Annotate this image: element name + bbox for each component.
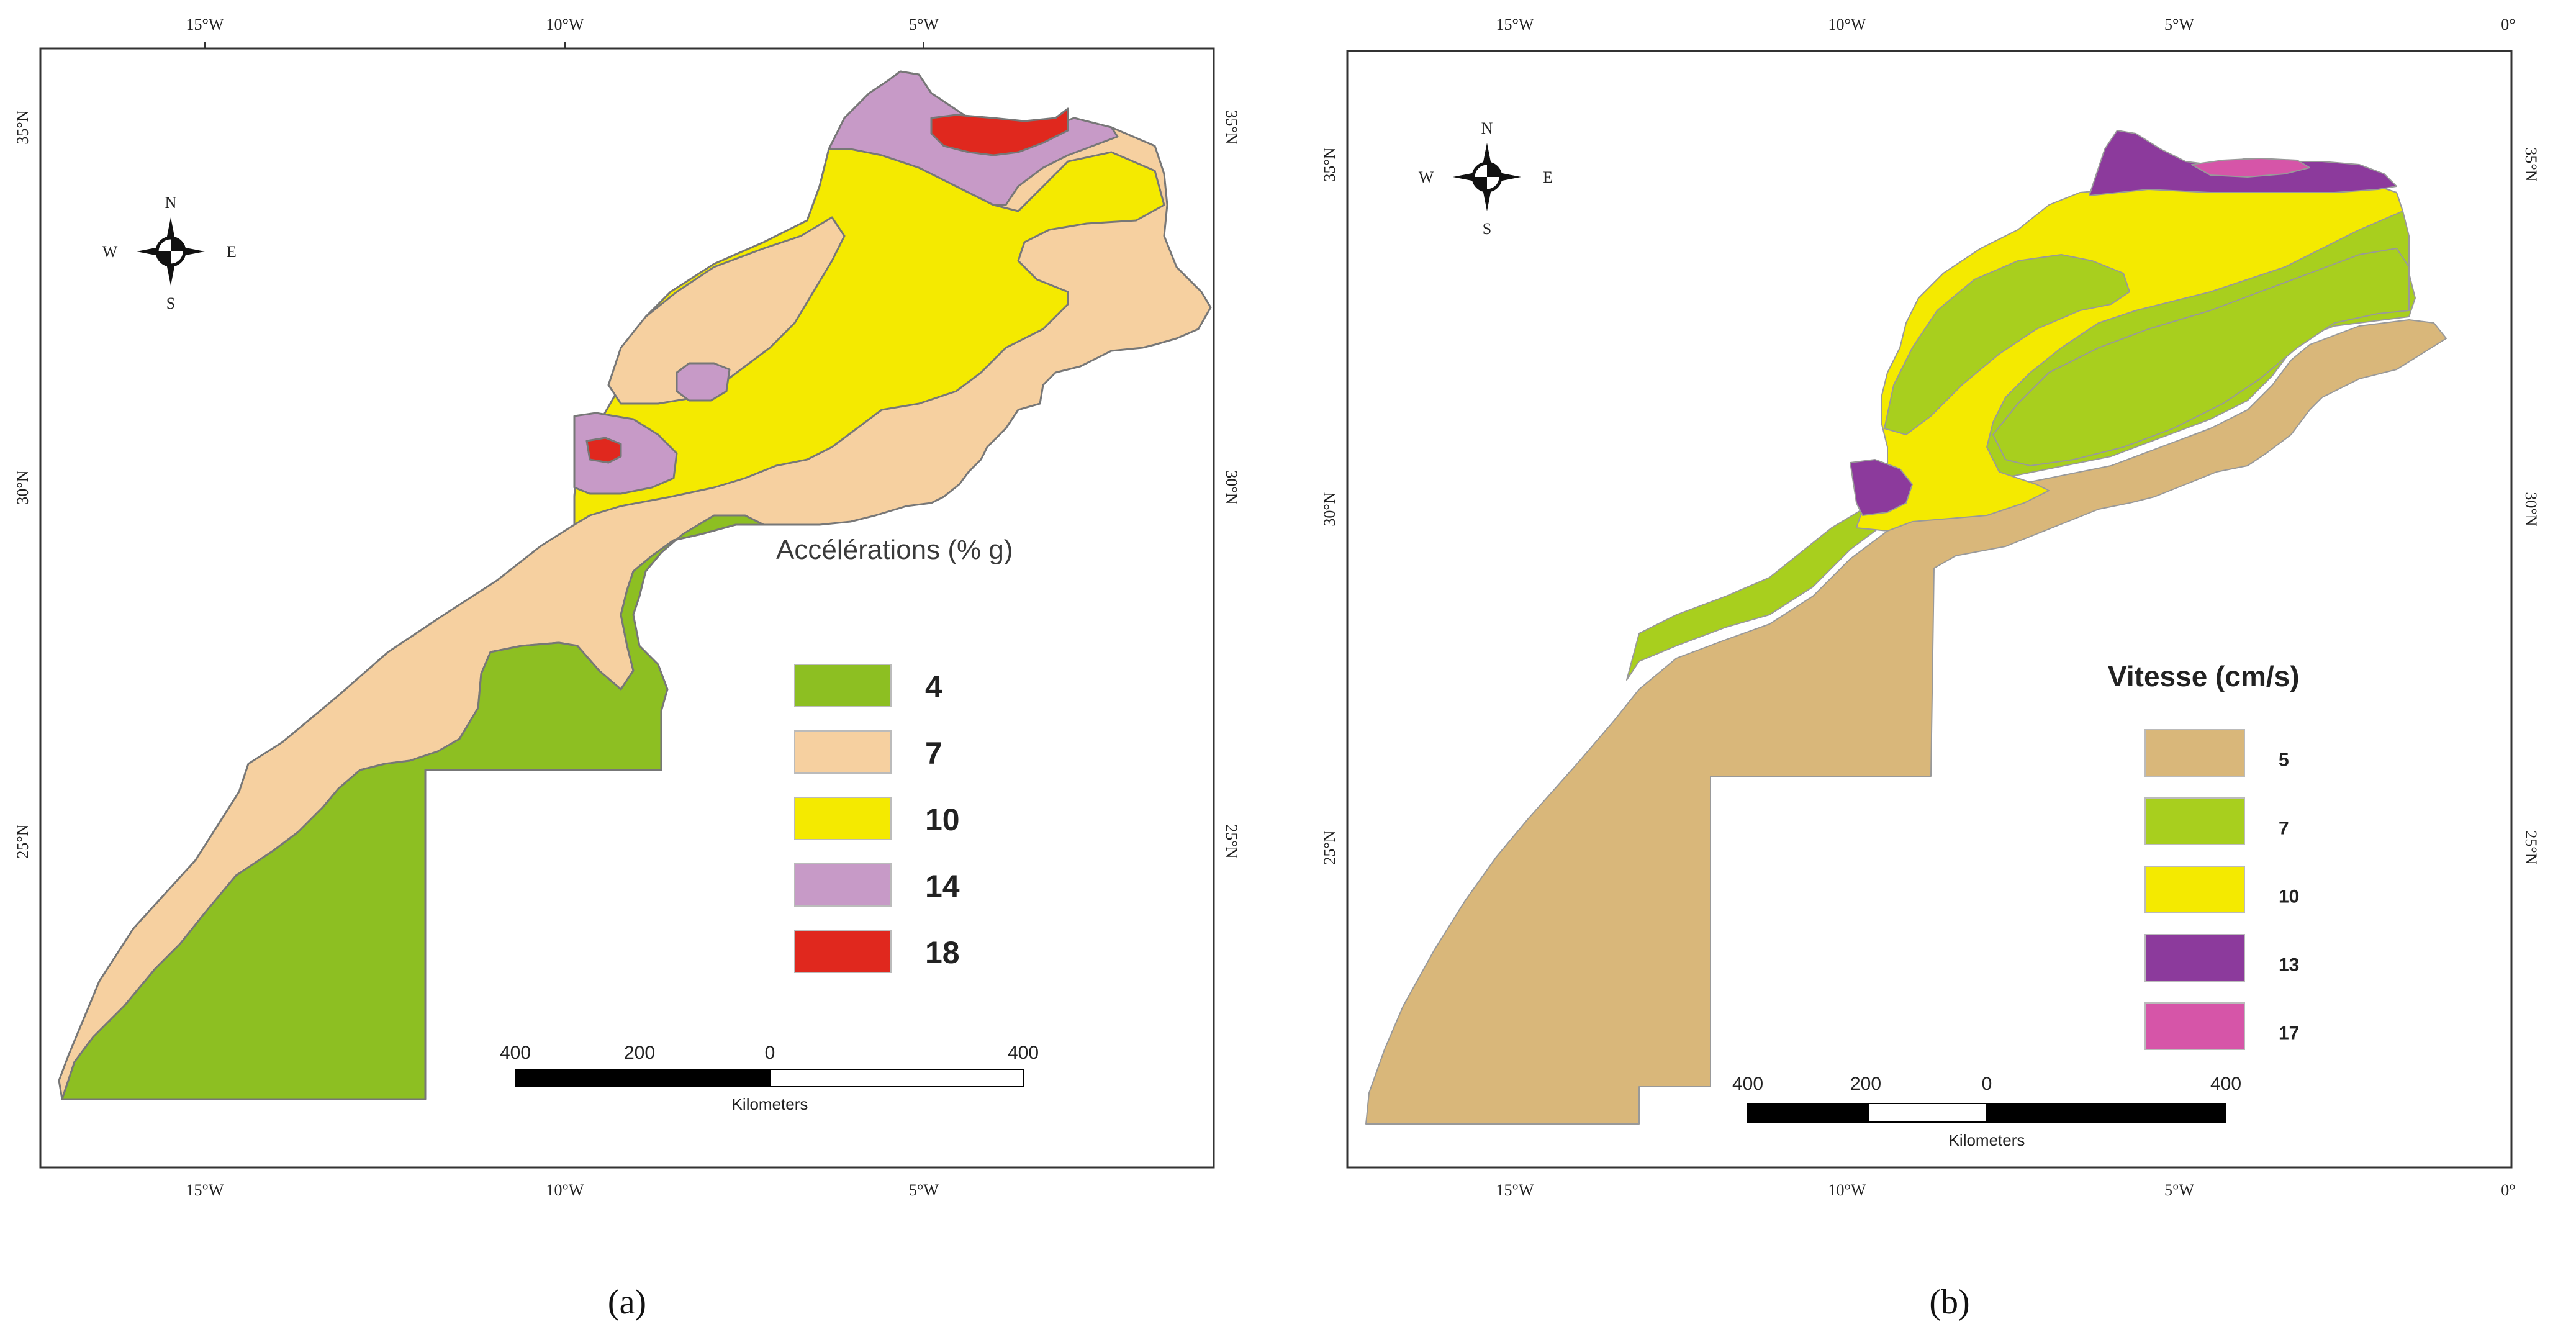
panel-b-bottom-tick: 0°	[2501, 1181, 2515, 1199]
panel-a-left-tick: 35°N	[14, 110, 32, 144]
panel-a-top-tick: 5°W	[909, 16, 939, 34]
zone-b-13-west	[1850, 459, 1913, 516]
panel-b-compass: N S W E	[1419, 119, 1553, 238]
legend-label: 7	[2279, 818, 2289, 839]
compass-n: N	[165, 194, 177, 212]
panel-b-bottom-tick: 10°W	[1828, 1181, 1866, 1199]
zone-b-7-island-2	[1992, 248, 2410, 466]
panel-a-right-tick: 30°N	[1222, 470, 1241, 504]
legend-swatch	[794, 930, 892, 973]
compass-e: E	[227, 243, 237, 261]
panel-b-legend: Vitesse (cm/s) 5 7 10 13 17	[2108, 660, 2300, 1050]
scale-unit: Kilometers	[1949, 1131, 2025, 1149]
panel-a-top-tick: 10°W	[546, 16, 584, 34]
panel-b-top-tick: 0°	[2501, 16, 2515, 34]
panel-b-bottom-tick: 5°W	[2164, 1181, 2194, 1199]
panel-b-map	[1365, 130, 2447, 1125]
panel-b-right-tick: 30°N	[2522, 492, 2540, 526]
panel-a-compass: N S W E	[102, 194, 237, 312]
panel-b-left-tick: 25°N	[1321, 830, 1339, 864]
compass-s: S	[1483, 220, 1491, 238]
panel-a-left-ticks: 35°N 30°N 25°N	[14, 110, 32, 858]
panel-a-top-tick: 15°W	[186, 16, 224, 34]
legend-swatch	[794, 863, 892, 907]
zone-b-17	[2191, 158, 2310, 178]
panel-a-scale-bar: 400 200 0 400 Kilometers	[500, 1043, 1039, 1113]
panel-b-left-tick: 35°N	[1321, 147, 1339, 181]
compass-s: S	[166, 294, 175, 312]
legend-label: 5	[2279, 750, 2289, 771]
compass-w: W	[102, 243, 118, 261]
compass-n: N	[1481, 119, 1493, 137]
panel-b-top-tick: 5°W	[2164, 16, 2194, 34]
panel-a-top-ticks: 15°W 10°W 5°W	[186, 16, 939, 48]
legend-label: 17	[2279, 1023, 2299, 1044]
legend-title: Accélérations (% g)	[776, 535, 1013, 565]
legend-swatch	[794, 730, 892, 774]
panel-b-top-tick: 10°W	[1828, 16, 1866, 34]
scale-label: 200	[1850, 1074, 1881, 1094]
panel-a-map	[58, 70, 1212, 1100]
legend-swatch	[794, 797, 892, 840]
legend-label: 10	[2279, 887, 2299, 907]
panel-a-right-tick: 25°N	[1222, 824, 1241, 858]
zone-a-4	[61, 514, 765, 1100]
panel-b-top-tick: 15°W	[1496, 16, 1534, 34]
legend-label: 18	[925, 935, 960, 970]
panel-b-bottom-ticks: 15°W 10°W 5°W 0°	[1496, 1181, 2516, 1199]
caption-a: (a)	[608, 1283, 646, 1321]
zone-a-14-island	[676, 362, 731, 402]
zone-a-18-north	[930, 107, 1069, 156]
zone-a-18-west	[585, 437, 622, 464]
panel-b-right-tick: 25°N	[2522, 830, 2540, 864]
panel-a-bottom-tick: 15°W	[186, 1181, 224, 1199]
compass-e: E	[1543, 168, 1553, 186]
legend-swatch	[2144, 866, 2245, 913]
panel-b-top-ticks: 15°W 10°W 5°W 0°	[1496, 16, 2516, 34]
legend-swatch	[794, 664, 892, 707]
zone-a-10	[573, 142, 1165, 526]
panel-a-legend: Accélérations (% g) 4 7 10 14 18	[776, 535, 1013, 973]
panel-a-right-tick: 35°N	[1222, 110, 1241, 144]
panel-a-bottom-ticks: 15°W 10°W 5°W	[186, 1181, 939, 1199]
legend-label: 10	[925, 802, 960, 837]
panel-b-left-ticks: 35°N 30°N 25°N	[1321, 147, 1339, 864]
scale-label: 400	[1008, 1043, 1039, 1063]
legend-title: Vitesse (cm/s)	[2108, 660, 2300, 692]
scale-label: 400	[2210, 1074, 2241, 1094]
legend-label: 14	[925, 869, 960, 904]
legend-swatch	[2144, 729, 2245, 777]
zone-b-7-island-1	[1884, 254, 2130, 435]
scale-label: 400	[500, 1043, 531, 1063]
legend-swatch	[2144, 1002, 2245, 1050]
panel-b: 15°W 10°W 5°W 0° 15°W 10°W 5°W 0° 35°N 3…	[1321, 16, 2540, 1199]
panel-b-left-tick: 30°N	[1321, 492, 1339, 526]
panel-b-scale-bar: 400 200 0 400 Kilometers	[1732, 1074, 2241, 1149]
panel-a: 15°W 10°W 5°W 15°W 10°W 5°W 35°N 30°N 25…	[14, 16, 1241, 1199]
zone-b-5	[1365, 319, 2447, 1125]
caption-b: (b)	[1929, 1283, 1969, 1321]
legend-label: 4	[925, 669, 942, 704]
scale-label: 0	[1982, 1074, 1992, 1094]
legend-swatch	[2144, 797, 2245, 845]
panel-a-right-ticks: 35°N 30°N 25°N	[1222, 110, 1241, 858]
legend-label: 13	[2279, 955, 2299, 976]
panel-b-right-ticks: 35°N 30°N 25°N	[2522, 147, 2540, 864]
panel-a-left-tick: 25°N	[14, 824, 32, 858]
panel-b-right-tick: 35°N	[2522, 147, 2540, 181]
legend-swatch	[2144, 934, 2245, 982]
compass-w: W	[1419, 168, 1434, 186]
panel-b-bottom-tick: 15°W	[1496, 1181, 1534, 1199]
legend-label: 7	[925, 736, 942, 771]
scale-label: 200	[624, 1043, 655, 1063]
scale-label: 0	[765, 1043, 775, 1063]
scale-unit: Kilometers	[732, 1095, 808, 1113]
panel-a-left-tick: 30°N	[14, 470, 32, 504]
scale-label: 400	[1732, 1074, 1763, 1094]
zone-a-14-west	[573, 412, 678, 495]
panel-a-bottom-tick: 10°W	[546, 1181, 584, 1199]
panel-a-bottom-tick: 5°W	[909, 1181, 939, 1199]
